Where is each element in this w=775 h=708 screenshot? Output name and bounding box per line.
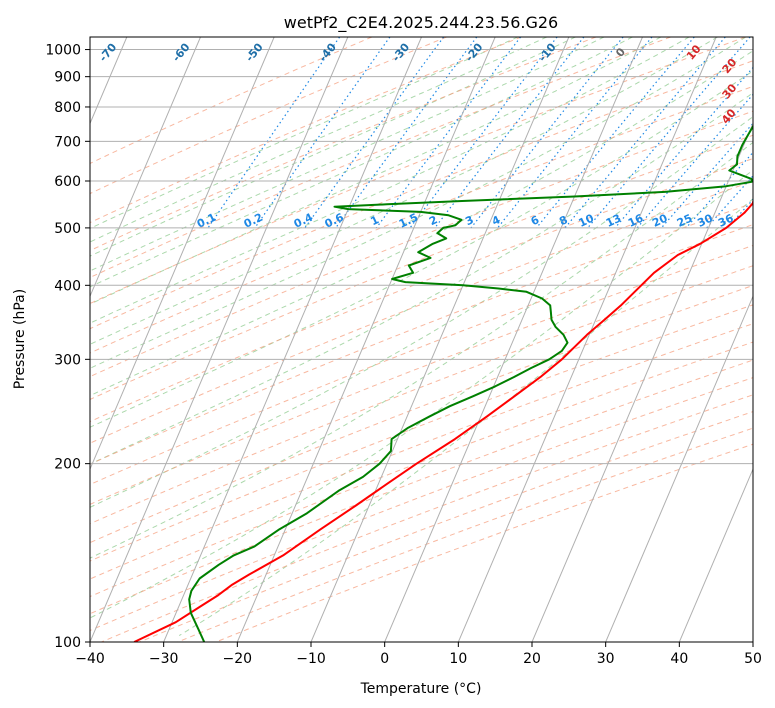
chart-title: wetPf2_C2E4.2025.244.23.56.G26 bbox=[284, 13, 558, 33]
y-tick-label: 100 bbox=[54, 635, 81, 651]
dry-adiabat-line bbox=[90, 37, 746, 305]
x-tick-label: −40 bbox=[75, 651, 105, 667]
isotherm-gridline bbox=[236, 37, 496, 642]
dry-adiabat-line bbox=[90, 37, 522, 224]
isotherm-gridline bbox=[310, 37, 570, 642]
dry-adiabat-line bbox=[90, 110, 753, 378]
y-axis: 100 200 300 400 500 600 700 800 900 1000 bbox=[45, 43, 90, 651]
y-tick-label: 500 bbox=[54, 221, 81, 237]
x-tick-label: 20 bbox=[523, 651, 541, 667]
dry-adiabat-line bbox=[90, 37, 447, 195]
temperature-profile-line bbox=[133, 197, 753, 642]
mixing-ratio-label: 36 bbox=[716, 211, 736, 229]
isotherm-gridline bbox=[90, 37, 275, 471]
x-tick-label: −10 bbox=[296, 651, 326, 667]
moist-adiabat-line bbox=[90, 37, 605, 272]
isotherm-gridline bbox=[678, 467, 753, 642]
dry-adiabat-line bbox=[90, 284, 753, 544]
x-tick-label: −20 bbox=[223, 651, 253, 667]
y-tick-label: 200 bbox=[54, 457, 81, 473]
mixing-ratio-line bbox=[614, 66, 753, 229]
moist-adiabat-line bbox=[90, 37, 633, 288]
mixing-ratio-label: 25 bbox=[675, 212, 694, 230]
isotherm-gridline bbox=[90, 37, 349, 642]
dry-adiabat-line bbox=[90, 224, 753, 486]
dry-adiabat-line bbox=[90, 134, 753, 400]
x-tick-label: 10 bbox=[449, 651, 467, 667]
moist-adiabat-line bbox=[90, 70, 753, 428]
x-tick-label: 0 bbox=[380, 651, 389, 667]
mixing-ratio-line bbox=[409, 37, 558, 229]
dry-adiabat-line bbox=[90, 37, 597, 252]
mixing-ratio-line bbox=[207, 37, 341, 229]
mixing-ratio-label: 16 bbox=[626, 211, 646, 229]
moist-adiabat-line bbox=[90, 37, 718, 345]
moist-adiabat-line bbox=[90, 50, 753, 397]
moist-adiabat-line bbox=[90, 37, 519, 230]
x-axis-label: Temperature (°C) bbox=[360, 681, 482, 697]
mixing-ratio-line bbox=[685, 151, 753, 229]
dry-adiabat-line bbox=[90, 85, 753, 354]
moist-adiabat-line bbox=[90, 37, 548, 243]
y-axis-label: Pressure (hPa) bbox=[12, 289, 28, 389]
y-tick-label: 900 bbox=[54, 70, 81, 86]
moist-adiabats bbox=[90, 37, 753, 637]
x-axis: −40 −30 −20 −10 0 10 20 30 40 50 bbox=[75, 642, 762, 667]
moist-adiabat-line bbox=[90, 169, 753, 619]
y-tick-label: 300 bbox=[54, 352, 81, 368]
y-tick-label: 600 bbox=[54, 174, 81, 190]
mixing-ratio-label: 13 bbox=[604, 212, 623, 230]
x-tick-label: 50 bbox=[744, 651, 762, 667]
moist-adiabat-line bbox=[90, 37, 662, 305]
dry-adiabat-line bbox=[90, 265, 753, 525]
mixing-ratio-label: 30 bbox=[695, 211, 715, 229]
mixing-ratio-line bbox=[587, 37, 751, 229]
y-tick-label: 800 bbox=[54, 100, 81, 116]
moist-adiabat-line bbox=[90, 116, 753, 508]
grid-lines bbox=[90, 37, 753, 642]
moist-adiabat-line bbox=[90, 92, 753, 465]
y-tick-label: 1000 bbox=[45, 43, 81, 59]
mixing-ratio-label: 10 bbox=[577, 211, 597, 229]
mixing-ratio-line bbox=[375, 37, 522, 229]
x-tick-label: 30 bbox=[597, 651, 615, 667]
plot-frame bbox=[89, 36, 754, 643]
moist-adiabat-line bbox=[90, 37, 576, 257]
dry-adiabat-line bbox=[90, 323, 753, 580]
mixing-ratio-line bbox=[470, 37, 624, 229]
moist-adiabat-line bbox=[90, 141, 753, 559]
y-tick-label: 400 bbox=[54, 278, 81, 294]
isotherm-gridline bbox=[90, 37, 201, 298]
moist-adiabat-line bbox=[90, 37, 690, 324]
dry-adiabat-line bbox=[90, 377, 753, 632]
isotherm-gridline bbox=[457, 37, 717, 642]
mixing-ratio-line bbox=[434, 37, 585, 229]
mixing-ratio-line bbox=[497, 37, 653, 229]
dewpoint-profile-line bbox=[188, 124, 753, 642]
plot-area: 0.1 0.2 0.4 0.6 1 1.5 2 3 4 6 8 10 13 16 20 25 30 36-70 -6… bbox=[90, 37, 753, 642]
mixing-ratio-label: 20 bbox=[650, 211, 670, 229]
x-tick-label: 40 bbox=[670, 651, 688, 667]
isotherm-gridline bbox=[384, 37, 643, 642]
dry-adiabats bbox=[90, 37, 753, 642]
sounding-series bbox=[133, 124, 753, 642]
x-tick-label: −30 bbox=[149, 651, 179, 667]
isotherm-gridline bbox=[163, 37, 422, 642]
mixing-ratio-line bbox=[636, 93, 753, 229]
isotherm-gridline bbox=[605, 295, 753, 642]
y-tick-label: 700 bbox=[54, 134, 81, 150]
